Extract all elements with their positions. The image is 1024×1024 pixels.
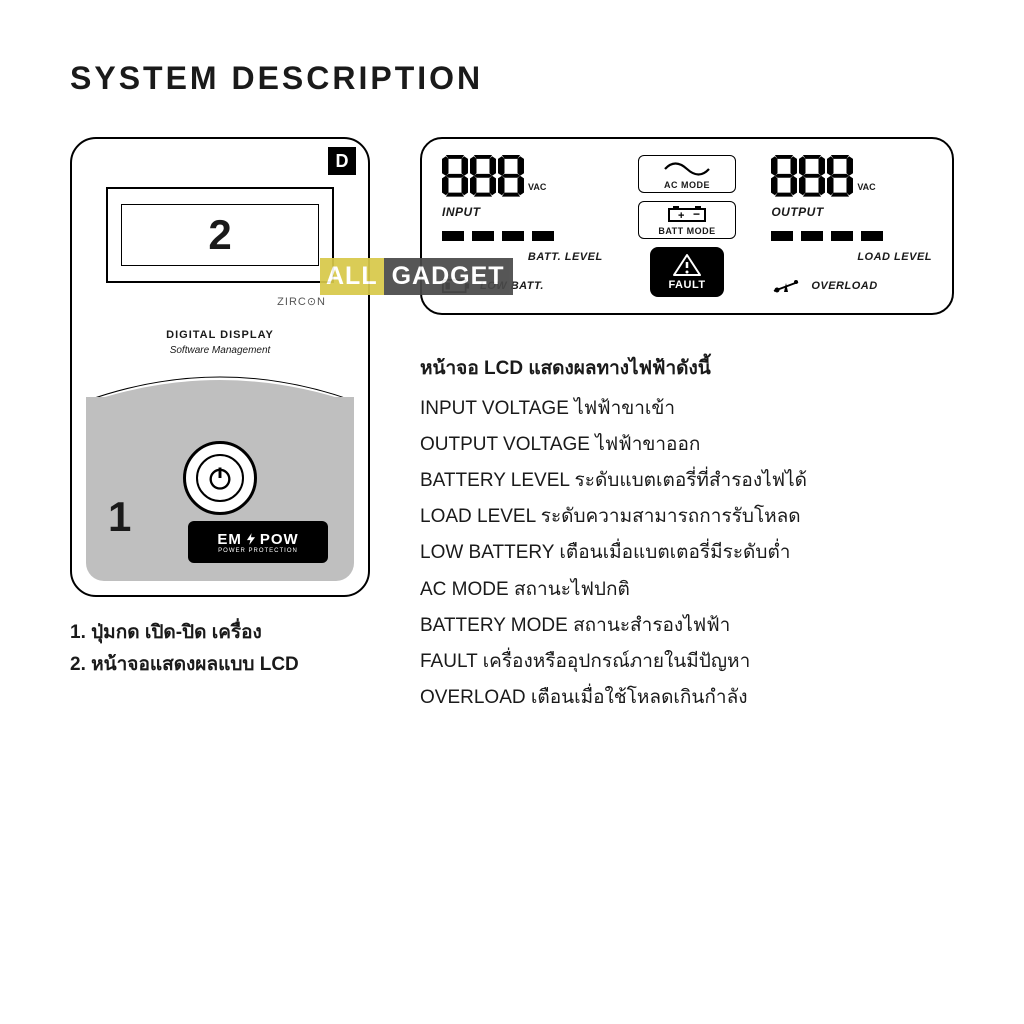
battery-icon: + − [665, 206, 709, 224]
software-mgmt-label: Software Management [72, 345, 368, 356]
zircon-label: ZIRC⊙N [277, 295, 326, 308]
overload-icon [771, 277, 801, 295]
caption-1: 1. ปุ่มกด เปิด-ปิด เครื่อง [70, 617, 390, 649]
watermark: ALL GADGET [320, 258, 513, 295]
brand-sub: POWER PROTECTION [218, 548, 298, 554]
input-seg-digits [442, 155, 524, 195]
bolt-icon [244, 532, 258, 546]
input-label: INPUT [442, 205, 603, 219]
output-seg-digits [771, 155, 853, 195]
load-level-bars [771, 231, 932, 241]
desc-row: AC MODE สถานะไฟปกติ [420, 572, 954, 608]
desc-row: LOW BATTERY เตือนเมื่อแบตเตอรี่มีระดับต่… [420, 535, 954, 571]
callout-1: 1 [108, 493, 131, 541]
batt-mode-label: BATT MODE [649, 226, 725, 236]
brand-pow: POW [260, 531, 299, 548]
desc-row: OVERLOAD เตือนเมื่อใช้โหลดเกินกำลัง [420, 680, 954, 716]
sine-icon [663, 160, 711, 178]
caption-2: 2. หน้าจอแสดงผลแบบ LCD [70, 649, 390, 681]
svg-text:+: + [678, 210, 684, 222]
warning-icon [672, 253, 702, 277]
power-icon [206, 464, 234, 492]
vac-unit-output: VAC [857, 182, 875, 192]
overload-label: OVERLOAD [811, 280, 877, 292]
output-label: OUTPUT [771, 205, 932, 219]
load-level-label: LOAD LEVEL [771, 251, 932, 263]
ac-mode-label: AC MODE [649, 180, 725, 190]
svg-text:−: − [693, 207, 700, 221]
lcd-slot: 2 [106, 187, 334, 283]
batt-mode-box: + − BATT MODE [638, 201, 736, 239]
digital-display-label: DIGITAL DISPLAY [72, 329, 368, 341]
watermark-gadget: GADGET [384, 258, 513, 295]
vac-unit-input: VAC [528, 182, 546, 192]
fault-box: FAULT [650, 247, 723, 297]
brand-em: EM [217, 531, 242, 548]
power-button[interactable] [183, 441, 257, 515]
device-diagram: D 2 ZIRC⊙N DIGITAL DISPLAY Software Mana… [70, 137, 370, 597]
page-title: SYSTEM DESCRIPTION [70, 60, 954, 97]
lower-panel: 1 EM POW POWER PROTECTION [86, 397, 354, 581]
desc-row: INPUT VOLTAGE ไฟฟ้าขาเข้า [420, 391, 954, 427]
desc-row: FAULT เครื่องหรืออุปกรณ์ภายในมีปัญหา [420, 644, 954, 680]
brand-plate: EM POW POWER PROTECTION [188, 521, 328, 563]
fault-label: FAULT [668, 279, 705, 291]
desc-row: BATTERY LEVEL ระดับแบตเตอรี่ที่สำรองไฟได… [420, 463, 954, 499]
badge-d: D [328, 147, 356, 175]
desc-row: LOAD LEVEL ระดับความสามารถการรับโหลด [420, 499, 954, 535]
lcd-callout-2: 2 [121, 204, 318, 267]
desc-row: OUTPUT VOLTAGE ไฟฟ้าขาออก [420, 427, 954, 463]
desc-heading: หน้าจอ LCD แสดงผลทางไฟฟ้าดังนี้ [420, 351, 954, 387]
ac-mode-box: AC MODE [638, 155, 736, 193]
desc-row: BATTERY MODE สถานะสำรองไฟฟ้า [420, 608, 954, 644]
watermark-all: ALL [320, 258, 384, 295]
batt-level-bars [442, 231, 603, 241]
